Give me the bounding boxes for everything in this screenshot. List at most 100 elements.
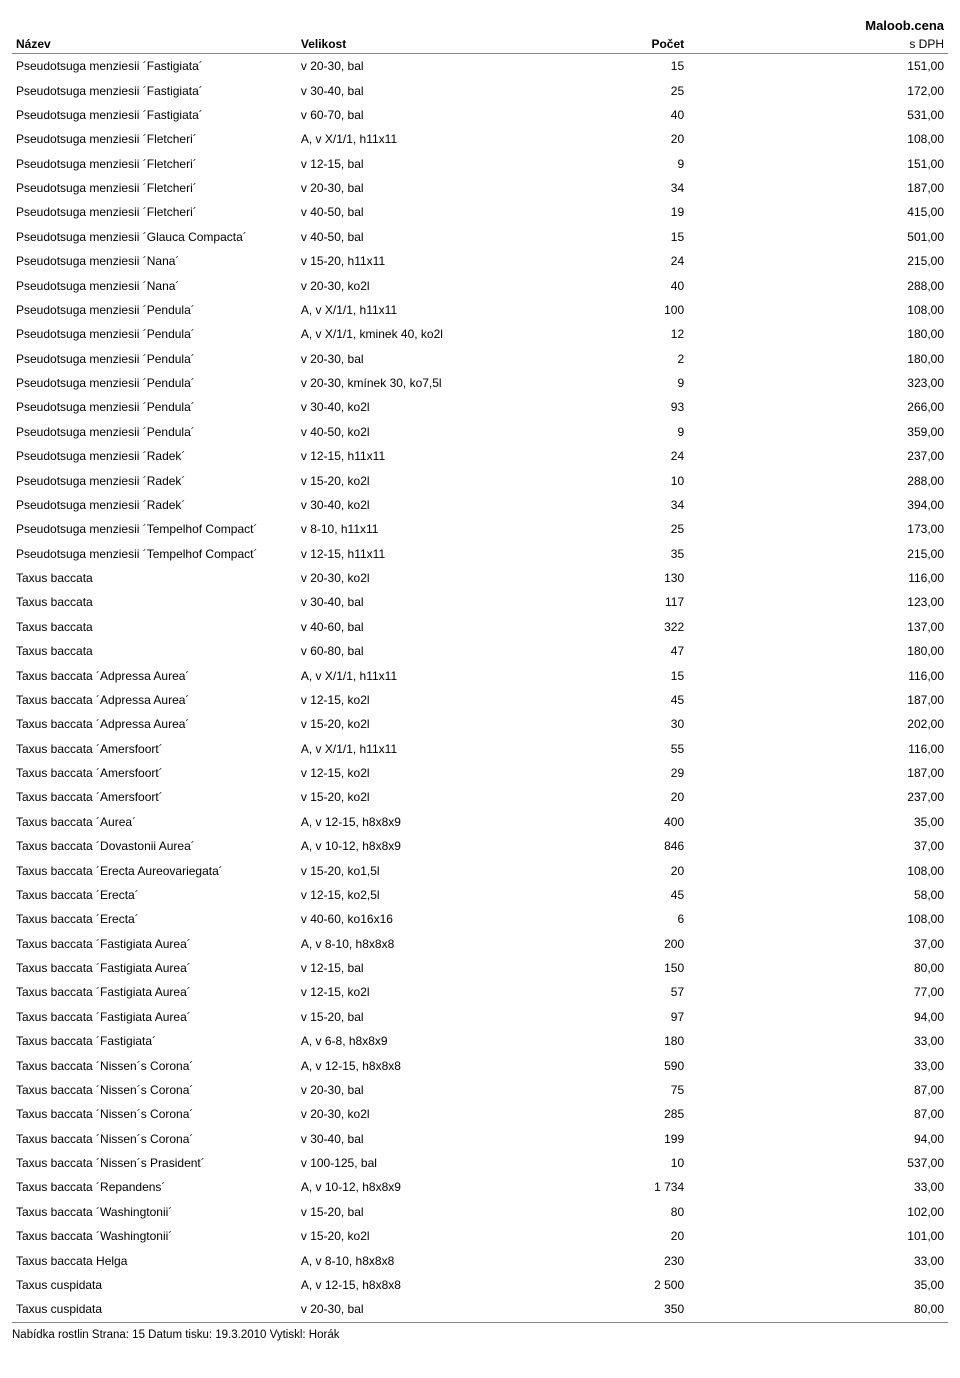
cell-price: 116,00	[724, 737, 948, 761]
table-row: Taxus baccata ´Adpressa Aurea´v 15-20, k…	[12, 712, 948, 736]
cell-size: v 20-30, bal	[297, 1297, 541, 1322]
cell-size: A, v 8-10, h8x8x8	[297, 932, 541, 956]
table-row: Pseudotsuga menziesii ´Pendula´A, v X/1/…	[12, 322, 948, 346]
cell-count: 15	[541, 54, 724, 79]
cell-price: 37,00	[724, 932, 948, 956]
cell-price: 94,00	[724, 1127, 948, 1151]
cell-name: Pseudotsuga menziesii ´Glauca Compacta´	[12, 225, 297, 249]
cell-count: 2 500	[541, 1273, 724, 1297]
cell-price: 80,00	[724, 956, 948, 980]
cell-price: 173,00	[724, 517, 948, 541]
cell-count: 10	[541, 468, 724, 492]
cell-size: v 12-15, ko2l	[297, 761, 541, 785]
table-row: Pseudotsuga menziesii ´Nana´v 20-30, ko2…	[12, 273, 948, 297]
cell-price: 94,00	[724, 1005, 948, 1029]
cell-size: v 20-30, ko2l	[297, 273, 541, 297]
table-row: Pseudotsuga menziesii ´Glauca Compacta´v…	[12, 225, 948, 249]
table-row: Taxus baccata ´Fastigiata Aurea´v 15-20,…	[12, 1005, 948, 1029]
table-row: Taxus baccata ´Dovastonii Aurea´A, v 10-…	[12, 834, 948, 858]
cell-name: Taxus baccata ´Amersfoort´	[12, 737, 297, 761]
cell-price: 266,00	[724, 395, 948, 419]
cell-name: Taxus baccata ´Adpressa Aurea´	[12, 663, 297, 687]
table-header: Maloob.cena Název Velikost Počet s DPH	[12, 16, 948, 54]
cell-count: 75	[541, 1078, 724, 1102]
cell-size: A, v 6-8, h8x8x9	[297, 1029, 541, 1053]
cell-size: v 60-80, bal	[297, 639, 541, 663]
table-row: Pseudotsuga menziesii ´Fastigiata´v 20-3…	[12, 54, 948, 79]
cell-name: Taxus baccata ´Washingtonii´	[12, 1224, 297, 1248]
cell-size: A, v X/1/1, kminek 40, ko2l	[297, 322, 541, 346]
cell-size: v 15-20, ko2l	[297, 468, 541, 492]
cell-price: 108,00	[724, 298, 948, 322]
cell-size: v 12-15, ko2l	[297, 688, 541, 712]
cell-price: 237,00	[724, 785, 948, 809]
cell-name: Taxus baccata	[12, 615, 297, 639]
cell-count: 15	[541, 225, 724, 249]
cell-name: Pseudotsuga menziesii ´Fastigiata´	[12, 54, 297, 79]
cell-count: 150	[541, 956, 724, 980]
table-row: Pseudotsuga menziesii ´Pendula´v 20-30, …	[12, 371, 948, 395]
table-row: Taxus baccata ´Adpressa Aurea´v 12-15, k…	[12, 688, 948, 712]
table-row: Pseudotsuga menziesii ´Pendula´A, v X/1/…	[12, 298, 948, 322]
cell-size: v 15-20, ko2l	[297, 712, 541, 736]
table-body: Pseudotsuga menziesii ´Fastigiata´ v 20-3…	[12, 54, 948, 1323]
table-row: Taxus baccata ´Erecta´v 40-60, ko16x1661…	[12, 907, 948, 931]
cell-size: v 40-60, bal	[297, 615, 541, 639]
cell-size: v 30-40, ko2l	[297, 395, 541, 419]
cell-name: Taxus baccata ´Fastigiata Aurea´	[12, 956, 297, 980]
table-row: Taxus baccata ´Aurea´A, v 12-15, h8x8x94…	[12, 810, 948, 834]
cell-count: 10	[541, 1151, 724, 1175]
cell-name: Pseudotsuga menziesii ´Tempelhof Compact…	[12, 517, 297, 541]
cell-name: Taxus baccata ´Repandens´	[12, 1175, 297, 1199]
table-row: Pseudotsuga menziesii ´Pendula´v 40-50, …	[12, 420, 948, 444]
table-row: Taxus baccatav 60-80, bal47180,00	[12, 639, 948, 663]
cell-price: 101,00	[724, 1224, 948, 1248]
table-row: Pseudotsuga menziesii ´Fastigiata´v 30-4…	[12, 78, 948, 102]
cell-price: 531,00	[724, 103, 948, 127]
cell-price: 58,00	[724, 883, 948, 907]
cell-name: Taxus baccata ´Erecta Aureovariegata´	[12, 858, 297, 882]
cell-count: 590	[541, 1053, 724, 1077]
cell-name: Taxus baccata	[12, 590, 297, 614]
cell-name: Taxus baccata ´Fastigiata Aurea´	[12, 932, 297, 956]
cell-name: Pseudotsuga menziesii ´Pendula´	[12, 420, 297, 444]
cell-price: 537,00	[724, 1151, 948, 1175]
cell-count: 25	[541, 517, 724, 541]
cell-name: Pseudotsuga menziesii ´Fletcheri´	[12, 176, 297, 200]
cell-size: v 12-15, bal	[297, 152, 541, 176]
cell-count: 230	[541, 1248, 724, 1272]
cell-size: v 12-15, h11x11	[297, 444, 541, 468]
cell-size: v 12-15, h11x11	[297, 542, 541, 566]
cell-size: v 15-20, bal	[297, 1200, 541, 1224]
table-row: Taxus baccata ´Amersfoort´v 15-20, ko2l2…	[12, 785, 948, 809]
cell-price: 102,00	[724, 1200, 948, 1224]
cell-name: Taxus baccata ´Adpressa Aurea´	[12, 712, 297, 736]
cell-name: Pseudotsuga menziesii ´Pendula´	[12, 322, 297, 346]
cell-name: Pseudotsuga menziesii ´Fletcheri´	[12, 200, 297, 224]
cell-price: 151,00	[724, 54, 948, 79]
cell-size: v 15-20, bal	[297, 1005, 541, 1029]
col-count: Počet	[541, 35, 724, 53]
cell-name: Taxus baccata	[12, 566, 297, 590]
cell-price: 501,00	[724, 225, 948, 249]
table-row: Taxus cuspidatav 20-30, bal35080,00	[12, 1297, 948, 1322]
cell-size: v 20-30, ko2l	[297, 566, 541, 590]
cell-name: Taxus baccata ´Washingtonii´	[12, 1200, 297, 1224]
cell-name: Taxus baccata ´Nissen´s Corona´	[12, 1102, 297, 1126]
table-row: Taxus baccata ´Washingtonii´v 15-20, bal…	[12, 1200, 948, 1224]
table-row: Taxus baccata ´Nissen´s Corona´v 20-30, …	[12, 1078, 948, 1102]
cell-count: 40	[541, 273, 724, 297]
cell-name: Taxus baccata ´Erecta´	[12, 907, 297, 931]
cell-name: Taxus baccata ´Nissen´s Corona´	[12, 1078, 297, 1102]
table-row: Taxus baccata ´Nissen´s Corona´v 20-30, …	[12, 1102, 948, 1126]
cell-name: Pseudotsuga menziesii ´Tempelhof Compact…	[12, 542, 297, 566]
page-footer: Nabídka rostlin Strana: 15 Datum tisku: …	[12, 1323, 948, 1341]
cell-price: 151,00	[724, 152, 948, 176]
table-row: Taxus cuspidataA, v 12-15, h8x8x82 50035…	[12, 1273, 948, 1297]
cell-count: 6	[541, 907, 724, 931]
cell-count: 20	[541, 785, 724, 809]
table-row: Taxus baccata ´Repandens´A, v 10-12, h8x…	[12, 1175, 948, 1199]
table-row: Taxus baccata ´Washingtonii´v 15-20, ko2…	[12, 1224, 948, 1248]
cell-count: 117	[541, 590, 724, 614]
cell-price: 108,00	[724, 907, 948, 931]
